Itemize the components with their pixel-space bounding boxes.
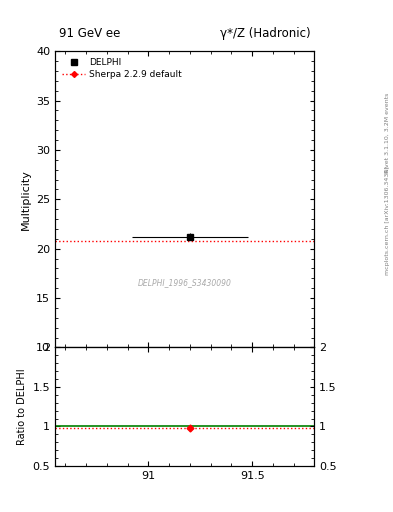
Legend: DELPHI, Sherpa 2.2.9 default: DELPHI, Sherpa 2.2.9 default (59, 56, 185, 82)
Y-axis label: Ratio to DELPHI: Ratio to DELPHI (17, 368, 27, 445)
Text: Rivet 3.1.10, 3.2M events: Rivet 3.1.10, 3.2M events (385, 93, 389, 173)
Y-axis label: Multiplicity: Multiplicity (20, 169, 31, 230)
Text: mcplots.cern.ch [arXiv:1306.3436]: mcplots.cern.ch [arXiv:1306.3436] (385, 166, 389, 274)
Text: DELPHI_1996_S3430090: DELPHI_1996_S3430090 (138, 278, 231, 287)
Text: 91 GeV ee: 91 GeV ee (59, 27, 120, 40)
Text: γ*/Z (Hadronic): γ*/Z (Hadronic) (220, 27, 310, 40)
